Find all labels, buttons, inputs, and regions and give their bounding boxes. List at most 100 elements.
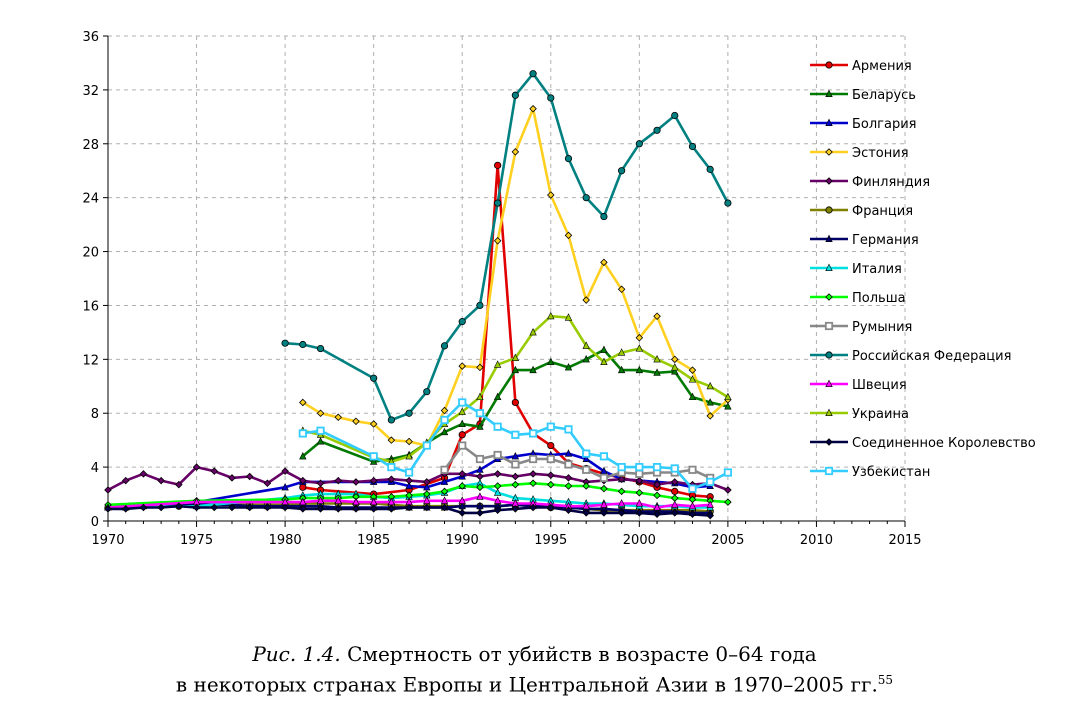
data-point [511,91,519,99]
data-point [316,496,325,504]
data-point [369,476,378,485]
data-point [316,479,325,488]
data-point [334,413,343,422]
data-point [653,491,661,500]
data-point [547,441,555,450]
data-point [635,499,644,507]
legend-item-14: Узбекистан [810,465,930,480]
data-point [688,510,697,519]
legend-label: Российская Федерация [852,349,1011,364]
data-point [245,503,254,512]
legend-marker [825,234,833,242]
data-point [493,450,502,460]
legend-marker [824,466,834,476]
data-point [600,509,608,517]
series-line [285,72,730,422]
data-point [706,477,715,487]
legend-label: Румыния [852,320,912,335]
data-point [547,480,555,489]
data-point [263,503,272,512]
legend-marker [825,293,833,301]
data-point [352,478,360,486]
data-point [582,465,591,474]
data-point [334,505,343,513]
data-point [653,480,661,489]
legend-item-0: Армения [810,59,912,74]
legend-marker [825,177,833,185]
data-point [458,509,466,517]
data-point [352,497,360,506]
data-point [600,258,608,267]
data-point [440,465,449,474]
axes [103,35,906,527]
data-point [458,482,466,490]
data-point [617,365,626,374]
data-point [547,471,555,479]
data-point [423,496,431,504]
series-4 [104,463,732,494]
data-point [582,194,590,202]
x-tick-label: 2000 [623,533,656,548]
series-14 [298,398,732,493]
data-point [440,477,449,485]
legend-label: Финляндия [852,175,930,190]
data-point [706,500,714,508]
legend-item-13: Соединенное Королевство [810,436,1036,451]
data-point [458,431,466,439]
data-point [316,426,325,435]
legend-item-4: Финляндия [810,175,930,190]
data-point [245,472,254,481]
data-point [387,436,396,444]
data-point [670,494,679,502]
data-point [724,199,732,207]
data-point [618,167,626,175]
legend-label: Армения [852,59,912,74]
data-point [493,488,502,496]
data-point [476,392,484,401]
data-point [175,502,183,510]
data-point [635,344,644,352]
data-point [564,313,573,321]
data-point [546,422,555,431]
data-point [387,475,396,484]
footnote-ref: 55 [877,673,894,687]
figure-label: Рис. 1.4. [252,642,341,666]
legend-marker [825,118,833,126]
data-point [493,360,502,368]
data-point [547,357,555,366]
data-point [600,500,608,508]
data-point [352,505,360,513]
data-point [228,474,236,482]
data-point [653,510,661,519]
data-point [157,476,165,485]
y-tick-label: 24 [82,192,99,207]
data-point [458,318,466,326]
data-point [617,348,626,356]
legend-marker [824,321,834,331]
data-point [617,509,626,517]
data-point [493,422,502,431]
data-point [723,468,732,477]
legend-item-9: Румыния [810,320,912,335]
data-point [316,437,325,445]
data-point [334,496,342,504]
data-point [476,472,484,481]
data-point [369,452,378,461]
data-point [582,509,590,517]
y-tick-label: 32 [82,84,99,99]
data-point [600,484,608,493]
x-tick-label: 1970 [91,533,124,548]
data-point [440,503,449,512]
data-point [547,191,555,199]
data-point [582,482,590,490]
data-point [600,357,608,366]
data-point [671,363,679,371]
legend-marker [825,408,833,417]
data-point [511,472,520,481]
data-point [546,454,555,464]
data-point [511,505,520,513]
data-point [440,342,449,350]
data-point [564,425,573,434]
data-point [670,478,679,486]
data-point [688,392,697,401]
